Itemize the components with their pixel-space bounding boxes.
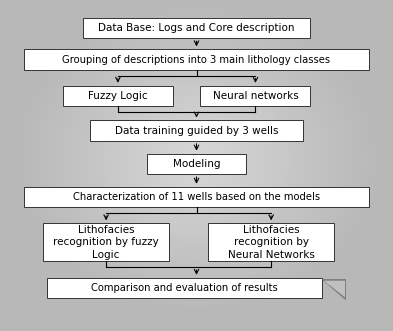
Ellipse shape bbox=[147, 117, 246, 201]
Text: Modeling: Modeling bbox=[173, 159, 220, 169]
Ellipse shape bbox=[159, 127, 234, 190]
Text: Data Base: Logs and Core description: Data Base: Logs and Core description bbox=[98, 23, 295, 33]
Text: Fuzzy Logic: Fuzzy Logic bbox=[88, 91, 148, 101]
Ellipse shape bbox=[16, 7, 377, 311]
Text: Lithofacies
recognition by fuzzy
Logic: Lithofacies recognition by fuzzy Logic bbox=[53, 225, 159, 260]
Ellipse shape bbox=[35, 23, 358, 295]
Ellipse shape bbox=[128, 101, 265, 216]
FancyBboxPatch shape bbox=[24, 187, 369, 207]
FancyBboxPatch shape bbox=[43, 223, 169, 261]
Ellipse shape bbox=[66, 49, 327, 269]
Ellipse shape bbox=[122, 96, 271, 222]
Text: Grouping of descriptions into 3 main lithology classes: Grouping of descriptions into 3 main lit… bbox=[62, 55, 331, 65]
Ellipse shape bbox=[10, 2, 383, 316]
FancyBboxPatch shape bbox=[90, 120, 303, 141]
Polygon shape bbox=[324, 281, 345, 297]
Ellipse shape bbox=[22, 12, 371, 306]
Ellipse shape bbox=[53, 38, 340, 279]
Ellipse shape bbox=[60, 44, 333, 274]
FancyBboxPatch shape bbox=[63, 86, 173, 106]
Ellipse shape bbox=[141, 112, 253, 206]
Ellipse shape bbox=[134, 107, 259, 211]
Ellipse shape bbox=[103, 80, 290, 238]
Ellipse shape bbox=[153, 122, 240, 196]
FancyBboxPatch shape bbox=[83, 18, 310, 38]
Ellipse shape bbox=[190, 154, 203, 164]
Ellipse shape bbox=[72, 54, 321, 264]
Ellipse shape bbox=[41, 28, 352, 290]
Ellipse shape bbox=[109, 85, 284, 232]
Ellipse shape bbox=[165, 133, 228, 185]
Ellipse shape bbox=[29, 17, 365, 301]
FancyBboxPatch shape bbox=[200, 86, 310, 106]
Ellipse shape bbox=[47, 33, 346, 285]
Ellipse shape bbox=[97, 75, 296, 243]
Ellipse shape bbox=[78, 59, 315, 259]
Ellipse shape bbox=[91, 70, 302, 248]
Text: Lithofacies
recognition by
Neural Networks: Lithofacies recognition by Neural Networ… bbox=[228, 225, 315, 260]
FancyBboxPatch shape bbox=[147, 154, 246, 174]
FancyBboxPatch shape bbox=[24, 49, 369, 70]
Text: Data training guided by 3 wells: Data training guided by 3 wells bbox=[115, 126, 278, 136]
Ellipse shape bbox=[184, 148, 209, 169]
Text: Characterization of 11 wells based on the models: Characterization of 11 wells based on th… bbox=[73, 192, 320, 202]
Text: Neural networks: Neural networks bbox=[213, 91, 298, 101]
Ellipse shape bbox=[178, 143, 215, 175]
Ellipse shape bbox=[172, 138, 221, 180]
FancyBboxPatch shape bbox=[47, 278, 322, 298]
Polygon shape bbox=[322, 279, 345, 299]
Ellipse shape bbox=[116, 91, 277, 227]
Ellipse shape bbox=[84, 65, 309, 253]
Text: Comparison and evaluation of results: Comparison and evaluation of results bbox=[91, 283, 278, 293]
FancyBboxPatch shape bbox=[208, 223, 334, 261]
